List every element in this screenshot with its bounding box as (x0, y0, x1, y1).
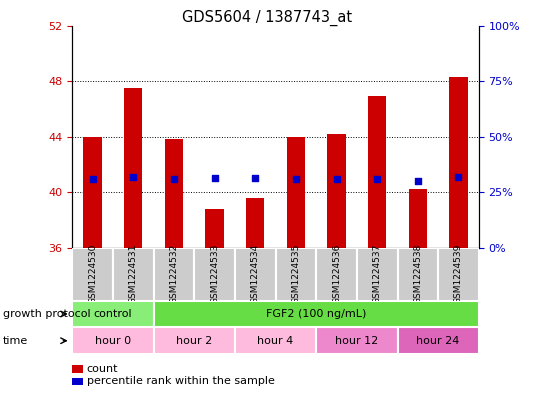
Point (414, 178, 422, 184)
Text: GSM1224531: GSM1224531 (129, 244, 137, 304)
Text: GSM1224537: GSM1224537 (373, 244, 381, 304)
Bar (154, 248, 194, 301)
Point (373, 176, 381, 182)
Bar (287, 136, 305, 248)
Text: hour 24: hour 24 (416, 336, 460, 346)
Text: GSM1224538: GSM1224538 (414, 244, 422, 304)
Text: GSM1224539: GSM1224539 (454, 244, 463, 304)
Bar (72, 327, 154, 354)
Point (454, 173, 463, 180)
Bar (316, 248, 357, 301)
Bar (246, 198, 264, 248)
Bar (438, 248, 479, 301)
Text: growth protocol: growth protocol (3, 309, 90, 319)
Bar (368, 96, 386, 248)
Point (251, 174, 259, 181)
Text: hour 2: hour 2 (176, 336, 212, 346)
Bar (327, 134, 346, 248)
Bar (72, 301, 154, 327)
Bar (194, 248, 235, 301)
Text: GSM1224535: GSM1224535 (292, 244, 300, 304)
Bar (409, 189, 427, 248)
Bar (154, 327, 235, 354)
Text: time: time (3, 336, 28, 346)
Point (292, 176, 300, 182)
Bar (235, 327, 316, 354)
Bar (398, 248, 438, 301)
Text: GSM1224530: GSM1224530 (88, 244, 97, 304)
Point (332, 176, 341, 182)
Bar (113, 248, 154, 301)
Text: GDS5604 / 1387743_at: GDS5604 / 1387743_at (182, 10, 353, 26)
Bar (449, 77, 468, 248)
Text: hour 4: hour 4 (257, 336, 294, 346)
Bar (72, 248, 113, 301)
Text: GSM1224532: GSM1224532 (170, 244, 178, 304)
Point (170, 176, 178, 182)
Text: percentile rank within the sample: percentile rank within the sample (87, 376, 274, 386)
Point (129, 173, 137, 180)
Bar (276, 248, 316, 301)
Text: count: count (87, 364, 118, 374)
Bar (357, 248, 398, 301)
Bar (124, 88, 142, 248)
Text: GSM1224533: GSM1224533 (210, 244, 219, 304)
Point (210, 174, 219, 181)
Text: FGF2 (100 ng/mL): FGF2 (100 ng/mL) (266, 309, 366, 319)
Point (88, 176, 97, 182)
Text: hour 0: hour 0 (95, 336, 131, 346)
Bar (72, 365, 83, 373)
Bar (72, 378, 83, 385)
Bar (205, 209, 224, 248)
Bar (154, 301, 479, 327)
Bar (235, 248, 276, 301)
Text: GSM1224536: GSM1224536 (332, 244, 341, 304)
Bar (83, 136, 102, 248)
Bar (316, 327, 398, 354)
Bar (165, 140, 183, 248)
Text: hour 12: hour 12 (335, 336, 378, 346)
Text: control: control (94, 309, 132, 319)
Bar (398, 327, 479, 354)
Text: GSM1224534: GSM1224534 (251, 244, 259, 304)
